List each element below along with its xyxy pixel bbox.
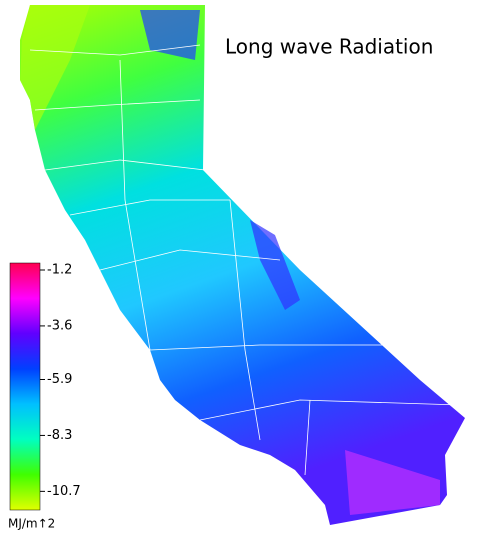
- county-lines: [29, 44, 461, 476]
- map-title: Long wave Radiation: [225, 35, 433, 59]
- state-shape: [20, 5, 465, 525]
- colorbar-tick-label: -1.2: [47, 262, 72, 277]
- colorbar-tick-label: -10.7: [47, 484, 81, 499]
- mountain-zone: [140, 10, 200, 60]
- colorbar: [9, 262, 41, 511]
- mountain-zone: [250, 220, 300, 310]
- colorbar-tick-label: -5.9: [47, 372, 72, 387]
- colorbar-unit: MJ/m↑2: [8, 517, 55, 531]
- desert-zone: [345, 450, 440, 515]
- colorbar-tick-label: -3.6: [47, 318, 72, 333]
- colorbar-tick-label: -8.3: [47, 428, 72, 443]
- north-zone: [20, 5, 90, 130]
